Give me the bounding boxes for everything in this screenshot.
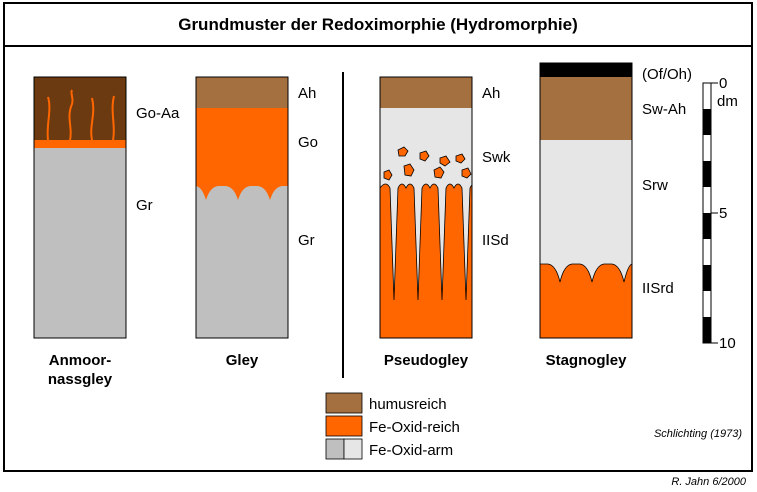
- horizon-ah-fill: [380, 77, 472, 108]
- horizon-label: Swk: [482, 149, 511, 166]
- fe-rich-band: [34, 140, 126, 148]
- legend: humusreich Fe-Oxid-reich Fe-Oxid-arm: [325, 392, 460, 460]
- profile-outline: [539, 62, 633, 339]
- legend-label: Fe-Oxid-reich: [369, 419, 460, 436]
- legend-swatch-humus: [325, 392, 363, 414]
- author-credit: R. Jahn 6/2000: [671, 476, 746, 488]
- scale-segment: [703, 109, 711, 135]
- scale-segment: [703, 317, 711, 343]
- horizon-iisd-fill: [379, 183, 473, 339]
- profile-pseudogley: Ah Swk IISd Pseudogley: [379, 76, 511, 369]
- root-channels: [46, 89, 115, 141]
- horizon-label: Go-Aa: [136, 105, 180, 122]
- profile-gley: Ah Go Gr Gley: [195, 76, 318, 369]
- profile-outline: [33, 76, 127, 339]
- profile-name: Anmoor-: [49, 352, 112, 369]
- horizon-label: Ah: [482, 85, 500, 102]
- scale-segment: [703, 213, 711, 239]
- profile-name: Stagnogley: [546, 352, 628, 369]
- iron-concretions: [383, 146, 472, 181]
- profile-outline: [195, 76, 289, 339]
- horizon-label: Go: [298, 134, 318, 151]
- profile-stagnogley: (Of/Oh) Sw-Ah Srw IISrd Stagnogley: [539, 62, 692, 369]
- legend-label: Fe-Oxid-arm: [369, 442, 453, 459]
- profile-name: nassgley: [48, 371, 113, 388]
- scale-tick-label: 10: [719, 335, 736, 352]
- scale-tick-label: 0: [719, 75, 727, 92]
- scale-segment: [703, 265, 711, 291]
- horizon-label: Ah: [298, 85, 316, 102]
- horizon-label: Gr: [136, 197, 153, 214]
- scale-tick-label: 5: [719, 205, 727, 222]
- profile-anmoornassgley: Go-Aa Gr Anmoor- nassgley: [33, 76, 180, 388]
- horizon-go-fill: [196, 108, 288, 200]
- diagram-title: Grundmuster der Redoximorphie (Hydromorp…: [178, 15, 578, 34]
- horizon-label: Srw: [642, 177, 668, 194]
- horizon-ah-fill: [196, 77, 288, 108]
- horizon-of-oh-fill: [540, 63, 632, 77]
- horizon-label: IISd: [482, 232, 509, 249]
- legend-label: humusreich: [369, 396, 447, 413]
- horizon-iisrd-fill: [539, 263, 633, 339]
- scale-segment: [703, 161, 711, 187]
- legend-swatch-fe-poor-gray: [325, 438, 345, 460]
- profile-name: Pseudogley: [384, 352, 469, 369]
- horizon-label: Gr: [298, 232, 315, 249]
- profile-name: Gley: [226, 352, 259, 369]
- profile-outline: [379, 76, 473, 339]
- scale-unit: dm: [717, 93, 738, 110]
- legend-swatch-fe-poor-light: [343, 438, 363, 460]
- horizon-label: Sw-Ah: [642, 101, 686, 118]
- horizon-gr-fill: [34, 148, 126, 338]
- horizon-label: IISrd: [642, 280, 674, 297]
- horizon-label: (Of/Oh): [642, 66, 692, 83]
- source-citation: Schlichting (1973): [654, 428, 742, 440]
- legend-swatch-fe-rich: [325, 415, 363, 437]
- depth-scale: 0 dm 5 10: [702, 75, 738, 352]
- horizon-sw-ah-fill: [540, 77, 632, 140]
